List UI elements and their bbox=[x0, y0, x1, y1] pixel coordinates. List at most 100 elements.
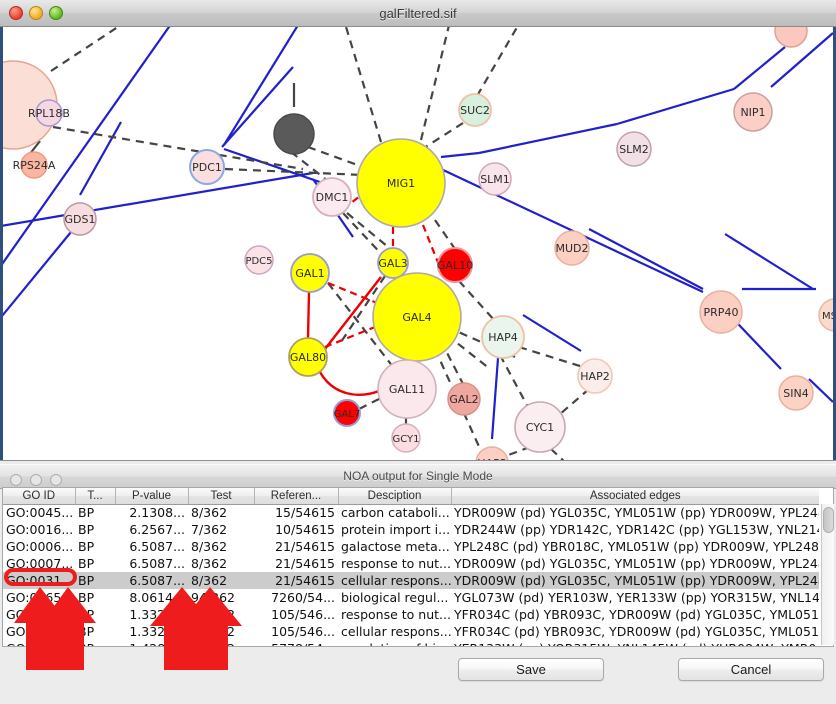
column-header-go-id[interactable]: GO ID bbox=[3, 488, 76, 505]
edge-pp bbox=[616, 87, 735, 126]
column-header-description[interactable]: Desciption bbox=[338, 488, 452, 505]
cell-associated-edges: YFR034C (pd) YBR093C, YDR009W (pd) YGL03… bbox=[454, 624, 819, 639]
node-label-SLM1: SLM1 bbox=[480, 173, 510, 186]
cell-test: 8/362 bbox=[188, 572, 254, 589]
cell-type: BP bbox=[78, 607, 95, 622]
node-SUC2[interactable] bbox=[458, 93, 492, 127]
node-SIN4[interactable] bbox=[778, 375, 814, 411]
edge-red-dashed bbox=[327, 281, 378, 305]
table-row[interactable]: GO:0045... BP 2.1308... 8/362 15/54615 c… bbox=[3, 504, 819, 521]
scrollbar-thumb[interactable] bbox=[823, 507, 834, 533]
cell-description: carbon cataboli... bbox=[341, 505, 450, 521]
cell-associated-edges: YPL248C (pd) YBR018C, YML051W (pp) YDR00… bbox=[454, 539, 819, 554]
node-PDC1[interactable] bbox=[189, 149, 225, 185]
table-header-row: GO ID T... P-value Test Referen... Desci… bbox=[3, 488, 819, 505]
node-GAL3[interactable] bbox=[377, 247, 409, 279]
dialog-close-button[interactable] bbox=[10, 474, 22, 486]
table-row[interactable]: GO:0050... BP 1.428E... 80/362 5778/54..… bbox=[3, 640, 819, 646]
cell-go-id: GO:0065... bbox=[6, 590, 74, 605]
edge-pd bbox=[458, 280, 496, 322]
column-header-associated-edges[interactable]: Associated edges bbox=[451, 488, 819, 505]
node-label-HAP3: HAP3 bbox=[477, 457, 506, 460]
node-GAL80[interactable] bbox=[288, 337, 328, 377]
node-label-GAL80: GAL80 bbox=[290, 351, 326, 364]
minimize-button[interactable] bbox=[29, 6, 43, 20]
cell-reference: 21/54615 bbox=[254, 572, 338, 589]
node-GCY1[interactable] bbox=[391, 423, 421, 453]
cell-p-value: 6.5087... bbox=[129, 539, 185, 554]
close-button[interactable] bbox=[9, 6, 23, 20]
cell-go-id: GO:0045... bbox=[6, 505, 74, 521]
node-CYC1[interactable] bbox=[514, 401, 566, 453]
cell-description: cellular respons... bbox=[341, 624, 451, 639]
node-SLM1[interactable] bbox=[478, 162, 512, 196]
network-canvas[interactable]: RPL18B RPS24A GDS1 PDC1 PDC5 SUC2 DMC1 M… bbox=[0, 27, 836, 460]
table-row[interactable]: GO:0065... BP 8.0614... 94/362 7260/54..… bbox=[3, 589, 819, 606]
save-button[interactable]: Save bbox=[458, 658, 604, 681]
cell-description: protein import i... bbox=[341, 522, 451, 537]
node-label-GAL1: GAL1 bbox=[295, 267, 324, 280]
cell-test: 94/362 bbox=[191, 590, 235, 605]
node-MIG1[interactable] bbox=[356, 138, 446, 228]
node-HAP2[interactable] bbox=[577, 358, 613, 394]
network-nodes[interactable]: RPL18B RPS24A GDS1 PDC1 PDC5 SUC2 DMC1 M… bbox=[3, 27, 833, 460]
cell-p-value: 8.0614... bbox=[129, 590, 185, 605]
node-PDC5[interactable] bbox=[244, 245, 274, 275]
cell-associated-edges: YDR009W (pd) YGL035C, YML051W (pp) YDR00… bbox=[454, 556, 819, 571]
table-row-selected[interactable]: GO:0031... BP 6.5087... 8/362 21/54615 c… bbox=[3, 572, 819, 589]
node-unlabeled-topright[interactable] bbox=[774, 27, 808, 48]
cell-description: cellular respons... bbox=[338, 572, 451, 589]
cell-test: 8/362 bbox=[191, 556, 228, 571]
node-GAL10[interactable] bbox=[437, 247, 473, 283]
node-MUD2[interactable] bbox=[554, 230, 590, 266]
node-NIP1[interactable] bbox=[733, 92, 773, 132]
dialog-zoom-button[interactable] bbox=[50, 474, 62, 486]
column-header-reference[interactable]: Referen... bbox=[254, 488, 339, 505]
node-GAL7[interactable] bbox=[333, 399, 361, 427]
cell-reference: 105/546... bbox=[271, 624, 335, 639]
node-DMC1[interactable] bbox=[312, 177, 352, 217]
node-HAP4[interactable] bbox=[481, 315, 525, 359]
node-RPS24A[interactable] bbox=[20, 151, 48, 179]
table-row[interactable]: GO:0031... BP 1.3324... 11/362 105/546..… bbox=[3, 606, 819, 623]
table-row[interactable]: GO:0007... BP 6.5087... 8/362 21/54615 r… bbox=[3, 555, 819, 572]
edge-pp bbox=[221, 66, 294, 148]
node-MSI[interactable] bbox=[818, 298, 833, 332]
noa-results-table[interactable]: GO ID T... P-value Test Referen... Desci… bbox=[2, 487, 834, 647]
edge-pp bbox=[3, 171, 314, 227]
column-header-p-value[interactable]: P-value bbox=[115, 488, 189, 505]
node-GAL11[interactable] bbox=[377, 359, 437, 419]
node-PRP40[interactable] bbox=[699, 290, 743, 334]
node-GDS1[interactable] bbox=[63, 202, 97, 236]
node-label-SUC2: SUC2 bbox=[460, 104, 490, 117]
dialog-minimize-button[interactable] bbox=[30, 474, 42, 486]
node-GAL2[interactable] bbox=[447, 382, 481, 416]
main-window-titlebar bbox=[0, 0, 836, 27]
node-SLM2[interactable] bbox=[616, 131, 652, 167]
table-row[interactable]: GO:0031... BP 1.3324... 11/362 105/546..… bbox=[3, 623, 819, 640]
table-vertical-scrollbar[interactable] bbox=[821, 504, 834, 645]
cell-test: 11/362 bbox=[191, 607, 235, 622]
column-header-type[interactable]: T... bbox=[75, 488, 116, 505]
edge-pp bbox=[522, 314, 582, 352]
main-window-title: galFiltered.sif bbox=[379, 6, 457, 21]
edge-pp bbox=[79, 121, 122, 196]
cancel-button[interactable]: Cancel bbox=[678, 658, 824, 681]
edge-pp bbox=[3, 231, 72, 317]
table-row[interactable]: GO:0006... BP 6.5087... 8/362 21/54615 g… bbox=[3, 538, 819, 555]
zoom-button[interactable] bbox=[49, 6, 63, 20]
cell-reference: 21/54615 bbox=[275, 556, 335, 571]
node-unlabeled-grey[interactable] bbox=[273, 113, 315, 155]
table-row[interactable]: GO:0016... BP 6.2567... 7/362 10/54615 p… bbox=[3, 521, 819, 538]
node-GAL1[interactable] bbox=[290, 253, 330, 293]
node-RPL18B[interactable] bbox=[35, 99, 63, 127]
cell-test: 80/362 bbox=[188, 640, 254, 646]
cell-go-id: GO:0006... bbox=[6, 539, 74, 554]
column-header-test[interactable]: Test bbox=[188, 488, 255, 505]
network-graph[interactable]: RPL18B RPS24A GDS1 PDC1 PDC5 SUC2 DMC1 M… bbox=[3, 27, 833, 460]
node-HAP3[interactable] bbox=[475, 446, 509, 460]
cell-p-value: 6.5087... bbox=[129, 556, 185, 571]
cell-type: BP bbox=[78, 539, 95, 554]
cell-type: BP bbox=[78, 505, 95, 521]
